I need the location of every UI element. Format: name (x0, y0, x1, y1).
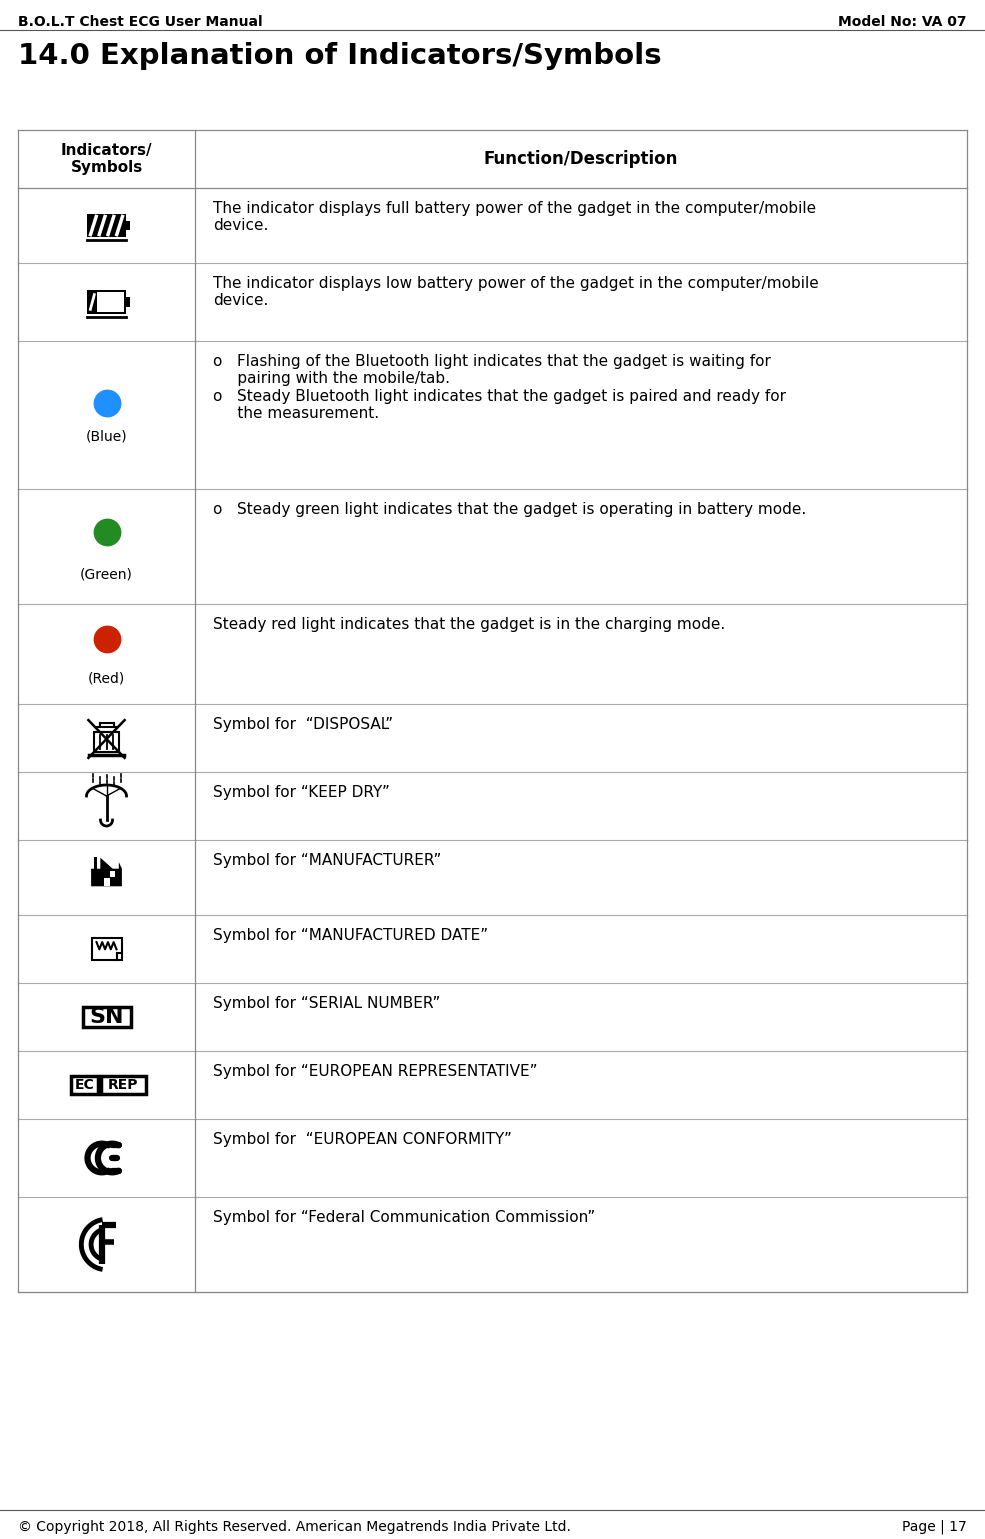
Bar (94, 857, 98, 868)
Bar (87, 291, 126, 314)
Bar (92, 937, 121, 960)
Text: Symbol for  “DISPOSAL”: Symbol for “DISPOSAL” (213, 717, 393, 733)
Text: Symbol for “MANUFACTURER”: Symbol for “MANUFACTURER” (213, 853, 441, 868)
Text: Symbol for “EUROPEAN REPRESENTATIVE”: Symbol for “EUROPEAN REPRESENTATIVE” (213, 1063, 538, 1079)
Text: Symbol for “SERIAL NUMBER”: Symbol for “SERIAL NUMBER” (213, 996, 440, 1011)
Text: SN: SN (90, 1007, 124, 1027)
Bar (126, 220, 130, 231)
Bar (104, 879, 109, 886)
Text: (Green): (Green) (80, 568, 133, 582)
Text: Steady red light indicates that the gadget is in the charging mode.: Steady red light indicates that the gadg… (213, 617, 725, 633)
Text: (Blue): (Blue) (86, 429, 127, 443)
Text: The indicator displays low battery power of the gadget in the computer/mobile
de: The indicator displays low battery power… (213, 275, 819, 308)
Bar (110, 871, 115, 877)
Text: o   Steady green light indicates that the gadget is operating in battery mode.: o Steady green light indicates that the … (213, 502, 807, 517)
Text: © Copyright 2018, All Rights Reserved. American Megatrends India Private Ltd.: © Copyright 2018, All Rights Reserved. A… (18, 1521, 571, 1534)
Text: Indicators/
Symbols: Indicators/ Symbols (61, 143, 153, 175)
Text: Symbol for “Federal Communication Commission”: Symbol for “Federal Communication Commis… (213, 1210, 595, 1225)
Text: REP: REP (108, 1077, 139, 1093)
Text: 14.0 Explanation of Indicators/Symbols: 14.0 Explanation of Indicators/Symbols (18, 42, 662, 69)
Polygon shape (91, 857, 122, 886)
Text: Symbol for  “EUROPEAN CONFORMITY”: Symbol for “EUROPEAN CONFORMITY” (213, 1133, 512, 1147)
Text: Symbol for “KEEP DRY”: Symbol for “KEEP DRY” (213, 785, 390, 800)
Text: The indicator displays full battery power of the gadget in the computer/mobile
d: The indicator displays full battery powe… (213, 202, 817, 234)
Bar (83, 1007, 130, 1027)
Text: (Red): (Red) (88, 673, 125, 686)
Bar (126, 297, 130, 306)
Text: Symbol for “MANUFACTURED DATE”: Symbol for “MANUFACTURED DATE” (213, 928, 489, 943)
Bar (89, 292, 124, 312)
Text: Function/Description: Function/Description (484, 149, 679, 168)
Text: o   Flashing of the Bluetooth light indicates that the gadget is waiting for
   : o Flashing of the Bluetooth light indica… (213, 354, 786, 422)
Bar (87, 214, 126, 237)
Text: Page | 17: Page | 17 (902, 1521, 967, 1534)
Bar (95, 733, 118, 753)
Bar (71, 1076, 98, 1094)
Bar (100, 1076, 146, 1094)
Text: B.O.L.T Chest ECG User Manual: B.O.L.T Chest ECG User Manual (18, 15, 263, 29)
Bar (89, 292, 97, 312)
Text: Model No: VA 07: Model No: VA 07 (838, 15, 967, 29)
Text: EC: EC (74, 1077, 94, 1093)
